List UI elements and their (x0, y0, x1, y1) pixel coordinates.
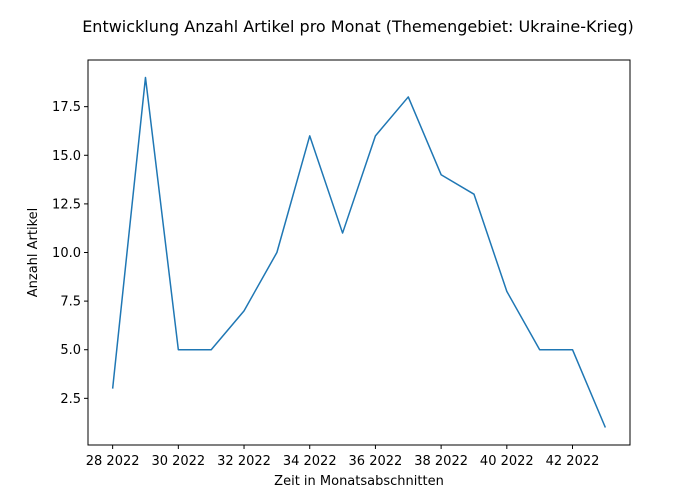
y-tick-label: 2.5 (60, 392, 81, 407)
y-axis: 2.5 5.0 7.5 10.0 12.5 15.0 17.5 (52, 100, 88, 407)
x-tick-label: 30 2022 (151, 454, 205, 469)
chart-title: Entwicklung Anzahl Artikel pro Monat (Th… (82, 17, 634, 36)
x-tick-label: 32 2022 (217, 454, 271, 469)
y-tick-label: 10.0 (52, 246, 81, 261)
x-tick-label: 36 2022 (349, 454, 403, 469)
x-axis: 28 2022 30 2022 32 2022 34 2022 36 2022 38 20… (86, 445, 600, 469)
x-tick-label: 28 2022 (86, 454, 140, 469)
plot-area: 2.5 5.0 7.5 10.0 12.5 15.0 17.5 28 2022 30 2022… (52, 59, 631, 469)
x-tick-label: 38 2022 (414, 454, 468, 469)
y-tick-label: 7.5 (60, 295, 81, 310)
series-line (111, 76, 607, 428)
x-tick-label: 42 2022 (546, 454, 600, 469)
x-axis-label: Zeit in Monatsabschnitten (274, 474, 444, 489)
plot-frame (87, 59, 631, 446)
x-tick-label: 40 2022 (480, 454, 534, 469)
y-tick-label: 17.5 (52, 100, 81, 115)
y-tick-label: 5.0 (60, 343, 81, 358)
y-tick-label: 12.5 (52, 197, 81, 212)
x-tick-label: 34 2022 (283, 454, 337, 469)
y-tick-label: 15.0 (52, 149, 81, 164)
y-axis-label: Anzahl Artikel (26, 208, 41, 298)
